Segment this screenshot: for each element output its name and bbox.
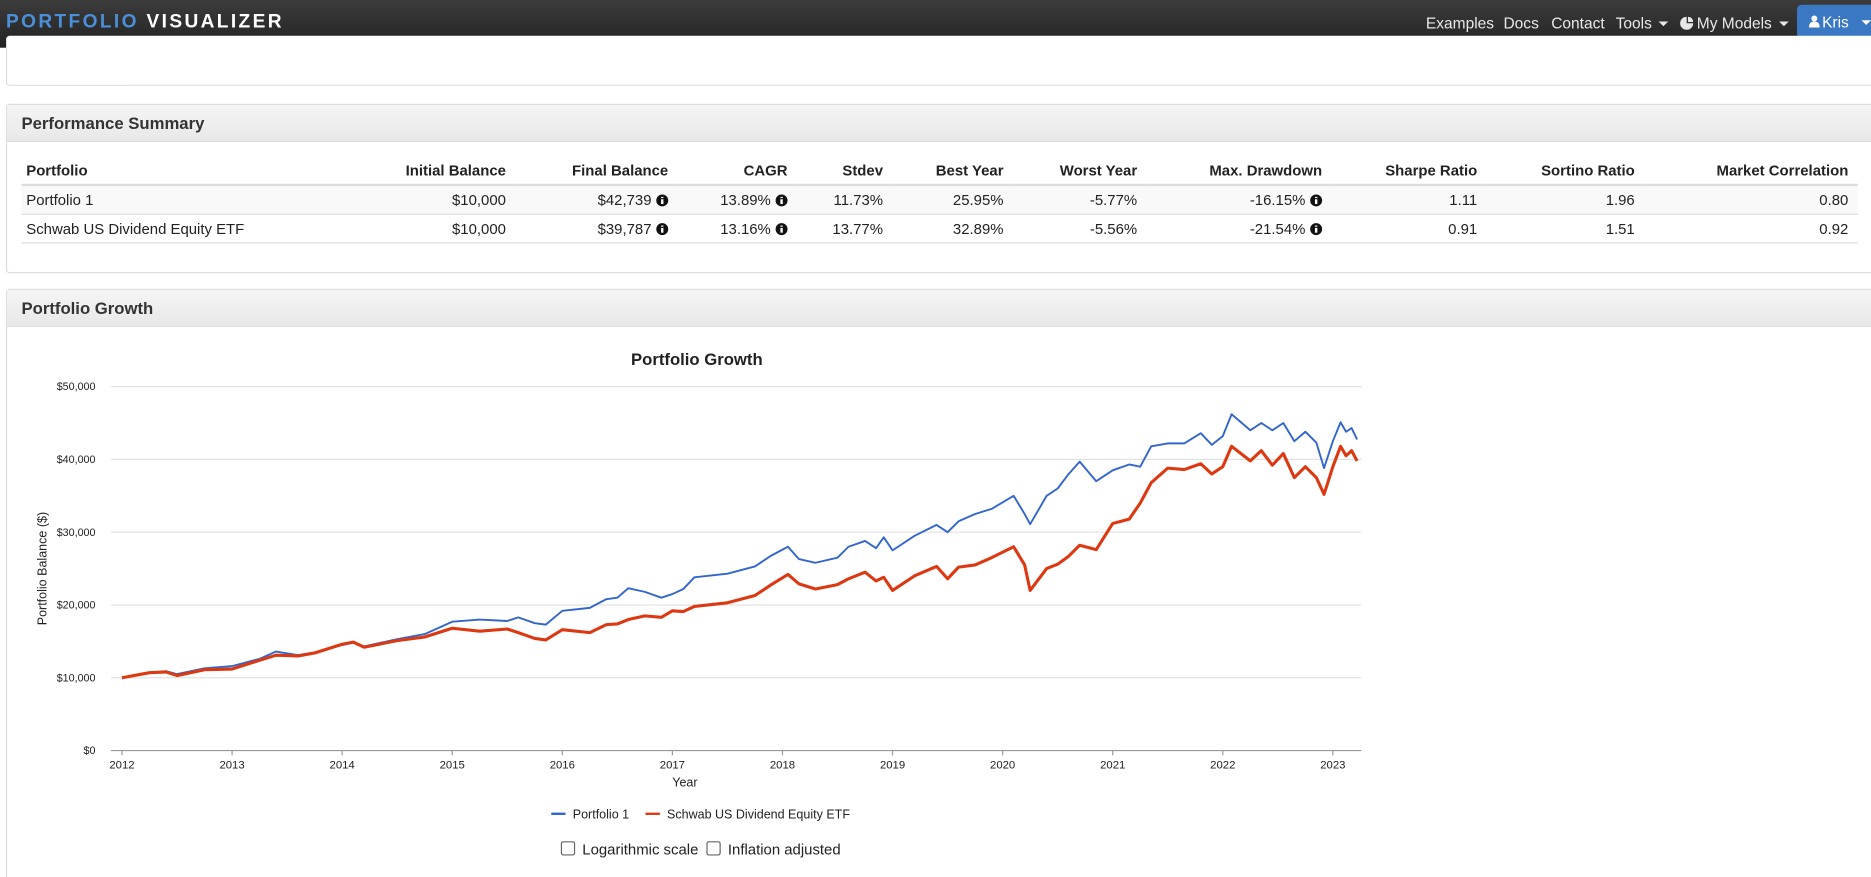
table-cell: Portfolio 1 (21, 184, 358, 215)
checkbox-option[interactable]: Inflation adjusted (706, 841, 841, 858)
info-icon (775, 193, 788, 206)
cell-text: 0.91 (1448, 220, 1478, 237)
table-cell: 13.16% (677, 214, 798, 244)
brand-part: VISUALIZER (146, 11, 284, 33)
header-row: Portfolio Initial Balance Final Balance CAG… (21, 157, 1858, 187)
column-header: Sortino Ratio (1486, 157, 1645, 187)
table-cell: -5.77% (1013, 184, 1147, 215)
nav-label: Tools (1615, 14, 1652, 33)
cell-text: 0.80 (1819, 191, 1849, 209)
cell-text: 32.89% (952, 220, 1004, 237)
info-icon (775, 222, 788, 235)
growth-panel: Portfolio Growth (5, 288, 1871, 877)
table-cell: 1.96 (1486, 184, 1645, 215)
column-header: Portfolio (21, 157, 358, 187)
table-cell: -16.15% (1146, 184, 1332, 215)
checkbox-option[interactable]: Logarithmic scale (560, 841, 699, 858)
panel-title: Performance Summary (21, 113, 205, 133)
table-cell: 13.77% (797, 214, 893, 244)
column-header: Worst Year (1013, 157, 1147, 187)
table-cell: 1.11 (1331, 184, 1487, 215)
table-cell: 13.89% (677, 184, 798, 215)
info-icon (656, 222, 669, 235)
cell-text: -21.54% (1249, 220, 1306, 237)
table-cell: 11.73% (797, 184, 893, 215)
table-cell: -5.56% (1013, 214, 1147, 244)
nav-link[interactable]: Contact (1551, 14, 1605, 33)
cell-text: 1.51 (1605, 220, 1635, 237)
table-cell: 0.80 (1644, 184, 1858, 215)
table-cell: 0.92 (1644, 214, 1858, 244)
table-cell: Schwab US Dividend Equity ETF (21, 214, 358, 244)
brand-part: PORTFOLIO (5, 11, 139, 33)
cell-text: -16.15% (1249, 191, 1306, 209)
cell-text: 13.16% (720, 220, 771, 237)
nav-dropdown[interactable]: My Models (1680, 14, 1789, 33)
info-icon (656, 193, 669, 206)
checkbox[interactable] (560, 841, 576, 856)
cell-text: Schwab US Dividend Equity ETF (26, 220, 245, 237)
table-cell: 32.89% (892, 214, 1014, 244)
column-header: Sharpe Ratio (1331, 157, 1487, 187)
table-cell: 25.95% (892, 184, 1014, 215)
cell-text: -5.77% (1089, 191, 1138, 209)
panel-header: Portfolio Growth (7, 289, 1871, 327)
checkbox[interactable] (706, 841, 721, 856)
nav-link[interactable]: Examples (1425, 14, 1495, 33)
user-name: Kris (1822, 13, 1849, 32)
cell-text: 11.73% (833, 191, 883, 209)
table-cell: 1.51 (1486, 214, 1645, 244)
table-cell: -21.54% (1146, 214, 1332, 244)
cell-text: 1.96 (1605, 191, 1635, 209)
caret (1659, 21, 1669, 27)
column-header: Max. Drawdown (1146, 157, 1332, 187)
checkbox-label: Logarithmic scale (582, 841, 699, 858)
panel-title: Portfolio Growth (21, 298, 154, 318)
pie-icon (1680, 16, 1694, 30)
panel-header: Performance Summary (7, 105, 1871, 142)
summary-table: Portfolio Initial Balance Final Balance CAG… (21, 157, 1858, 244)
column-header: Stdev (797, 157, 893, 187)
column-header: Final Balance (515, 157, 678, 187)
brand[interactable]: PORTFOLIO VISUALIZER (6, 12, 284, 33)
table-row: Portfolio 1 $10,000 $42,739 13.89% 11.73% 25.… (21, 184, 1858, 215)
info-icon (1310, 222, 1323, 235)
info-icon (1310, 193, 1323, 206)
nav-link[interactable]: Docs (1503, 14, 1539, 33)
nav-dropdown[interactable]: Tools (1616, 14, 1669, 32)
cell-text: Portfolio 1 (26, 191, 94, 209)
caret (1861, 20, 1871, 26)
checkbox-label: Inflation adjusted (727, 841, 841, 858)
cell-text: $10,000 (452, 220, 506, 237)
user-menu[interactable]: Kris (1797, 4, 1871, 39)
table-cell: 0.91 (1331, 214, 1487, 244)
table-cell: $42,739 (515, 184, 678, 215)
cell-text: -5.56% (1089, 220, 1138, 237)
summary-panel: Performance Summary Portfolio Initial Bal… (5, 103, 1871, 274)
table-row: Schwab US Dividend Equity ETF $10,000 $39,… (21, 214, 1858, 244)
cell-text: 13.89% (720, 191, 771, 209)
cell-text: 25.95% (952, 191, 1004, 209)
caret (1778, 21, 1789, 27)
table-cell: $10,000 (357, 184, 516, 215)
column-header: CAGR (677, 157, 798, 187)
panel-fragment (5, 35, 1871, 86)
cell-text: $42,739 (597, 191, 652, 209)
table-cell: $39,787 (515, 214, 678, 244)
nav-label: My Models (1696, 14, 1772, 33)
column-header: Best Year (892, 157, 1014, 187)
column-header: Initial Balance (357, 157, 516, 187)
table-body: Portfolio 1 $10,000 $42,739 13.89% 11.73% 25.… (21, 184, 1858, 244)
cell-text: $10,000 (452, 191, 506, 209)
table-cell: $10,000 (357, 214, 516, 244)
user-icon (1808, 15, 1820, 28)
column-header: Market Correlation (1644, 157, 1858, 187)
cell-text: $39,787 (597, 220, 652, 237)
cell-text: 0.92 (1819, 220, 1849, 237)
cell-text: 1.11 (1449, 191, 1478, 209)
cell-text: 13.77% (832, 220, 883, 237)
